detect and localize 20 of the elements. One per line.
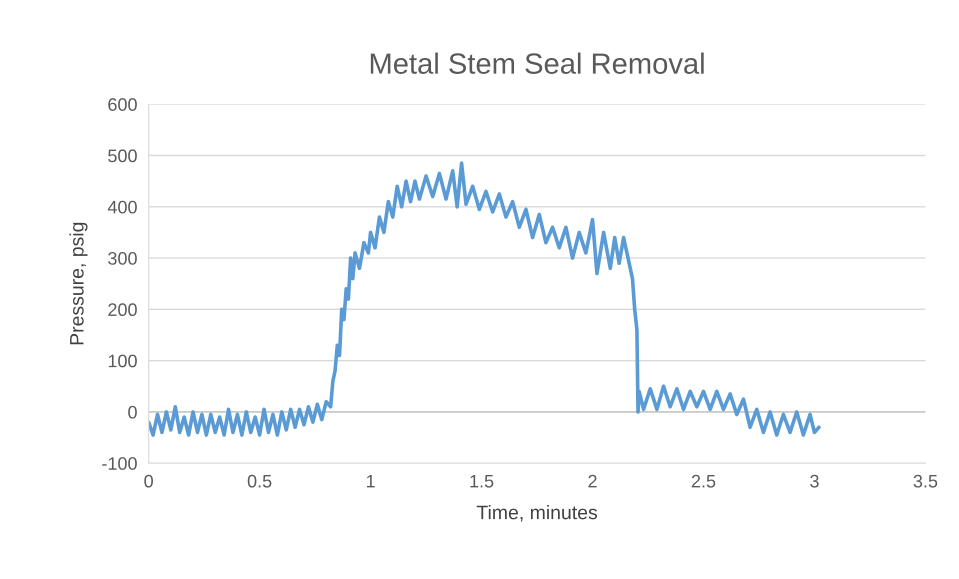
x-tick-label: 2	[588, 474, 597, 488]
x-tick-label: 2.5	[692, 474, 716, 488]
x-tick-label: 0.5	[248, 474, 272, 488]
y-axis-title: Pressure, psig	[69, 222, 88, 344]
y-tick-label: 100	[108, 354, 137, 368]
y-tick-label: 0	[128, 406, 137, 419]
y-tick-label: 200	[108, 303, 137, 316]
x-tick-label: 0	[144, 474, 153, 488]
y-tick-label: 600	[108, 98, 137, 111]
x-axis-title: Time, minutes	[476, 505, 598, 522]
y-tick-label: 400	[108, 200, 137, 214]
y-tick-label: 300	[108, 252, 137, 265]
x-tick-label: 3	[810, 474, 819, 488]
x-tick-label: 1	[366, 474, 375, 488]
x-tick-label: 3.5	[914, 474, 938, 488]
chart-title: Metal Stem Seal Removal	[370, 52, 704, 74]
x-tick-label: 1.5	[470, 474, 494, 488]
y-tick-label: 500	[108, 149, 137, 162]
line-series	[148, 161, 821, 437]
y-tick-label: -100	[102, 457, 137, 470]
